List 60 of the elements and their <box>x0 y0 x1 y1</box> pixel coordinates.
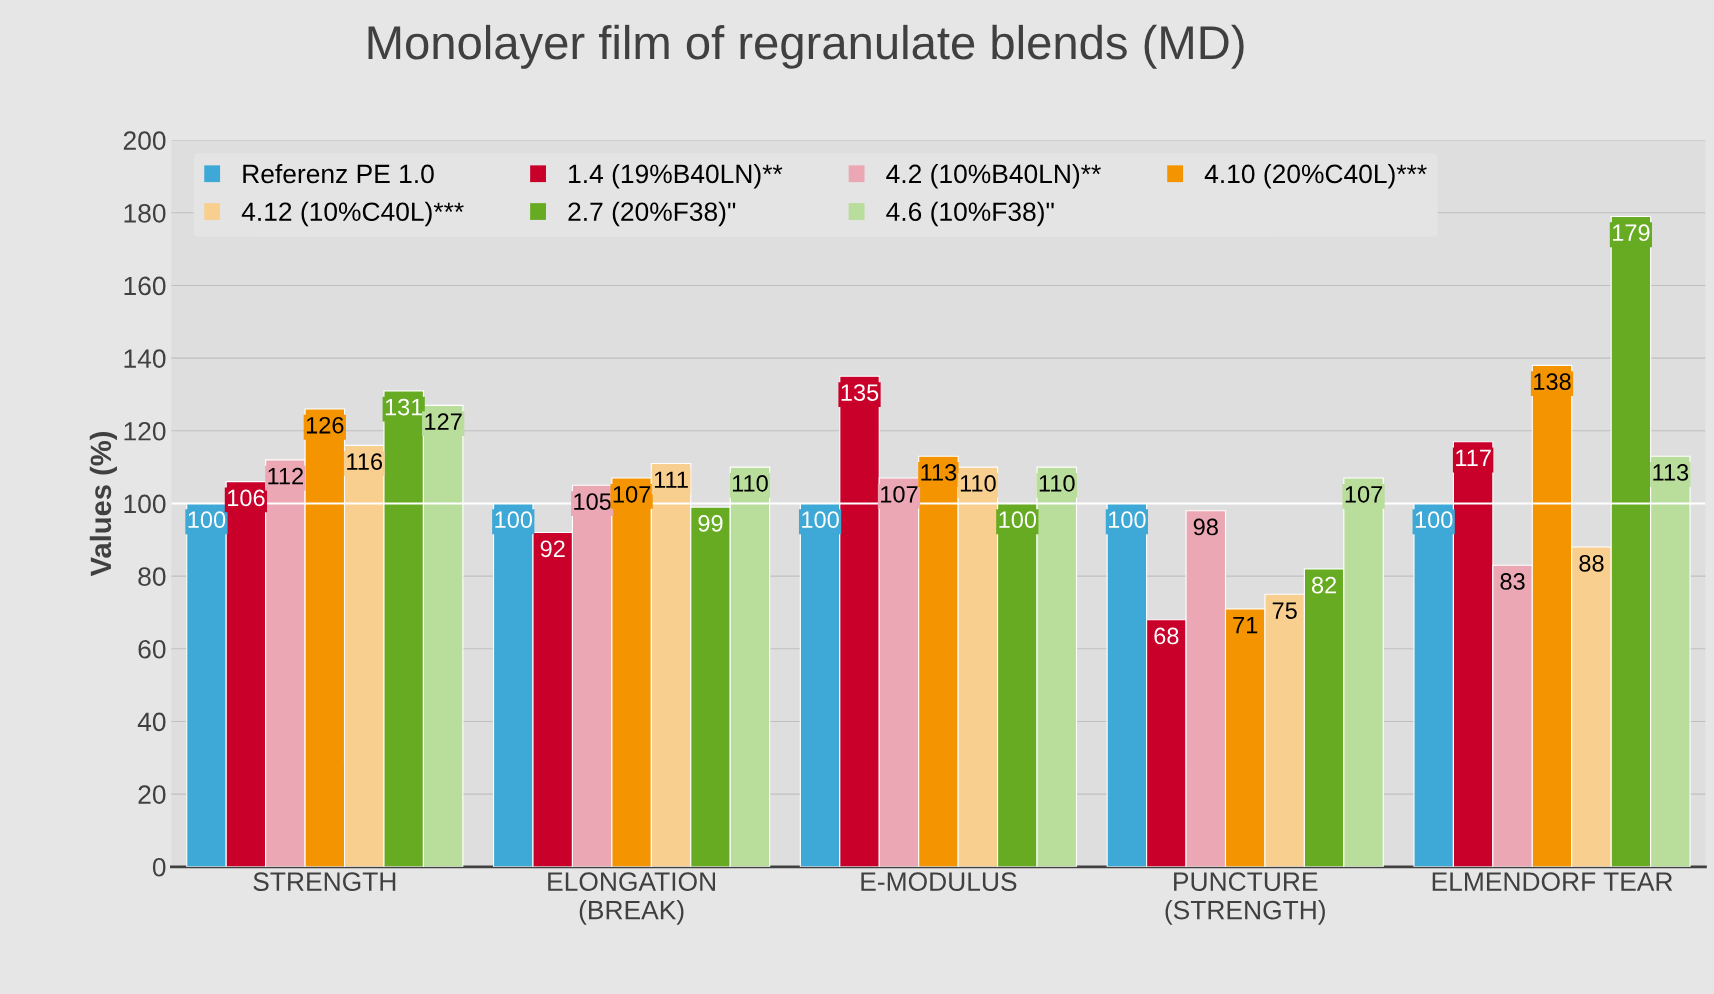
data-label: 105 <box>574 493 611 510</box>
data-label: 116 <box>347 453 383 470</box>
y-tick-label: 140 <box>124 349 166 368</box>
legend-label: 2.7 (20%F38)" <box>568 201 736 227</box>
data-label: 99 <box>698 514 723 532</box>
data-label: 107 <box>613 485 651 503</box>
data-label: 110 <box>732 475 768 492</box>
data-label: 100 <box>1108 511 1146 529</box>
legend-label: 4.6 (10%F38)" <box>886 201 1054 227</box>
data-label: 113 <box>1653 464 1689 481</box>
legend-label: 4.2 (10%B40LN)** <box>886 163 1101 189</box>
data-label: 100 <box>188 511 226 529</box>
y-tick-label: 80 <box>138 567 166 586</box>
y-tick-label: 60 <box>138 639 166 659</box>
x-tick-label: ELONGATION (BREAK) <box>548 872 715 925</box>
data-label: 75 <box>1272 602 1297 619</box>
data-label: 138 <box>1534 373 1571 391</box>
data-label: 100 <box>1415 511 1453 529</box>
data-label: 68 <box>1154 627 1179 645</box>
y-axis-title: Values (%) <box>89 431 117 577</box>
x-tick-label: ELMENDORF TEAR <box>1432 872 1673 892</box>
data-label: 126 <box>306 416 344 434</box>
legend-label: 4.10 (20%C40L)*** <box>1204 163 1427 189</box>
data-label: 131 <box>385 398 423 416</box>
data-label: 107 <box>1345 485 1383 503</box>
data-label: 100 <box>802 511 839 529</box>
data-label: 71 <box>1233 616 1258 634</box>
data-label: 82 <box>1312 576 1337 594</box>
data-label: 92 <box>540 540 565 558</box>
y-tick-label: 120 <box>124 421 166 441</box>
data-label: 100 <box>495 511 533 529</box>
legend-label: 4.12 (10%C40L)*** <box>241 201 464 227</box>
legend-label: Referenz PE 1.0 <box>243 163 434 184</box>
data-label: 113 <box>921 464 957 481</box>
y-tick-label: 0 <box>152 857 166 877</box>
y-tick-label: 160 <box>124 276 166 296</box>
x-tick-label: STRENGTH <box>253 872 396 892</box>
x-tick-label: E-MODULUS <box>861 872 1017 892</box>
data-label: 107 <box>881 485 918 503</box>
data-label: 83 <box>1500 573 1525 590</box>
y-tick-label: 40 <box>137 712 166 732</box>
y-tick-label: 20 <box>138 785 166 804</box>
x-tick-label: PUNCTURE (STRENGTH) <box>1165 872 1325 925</box>
y-tick-label: 180 <box>124 203 166 223</box>
data-label: 135 <box>841 384 879 401</box>
data-label: 110 <box>1039 475 1075 492</box>
data-label: 88 <box>1579 554 1604 572</box>
data-label: 117 <box>1456 449 1491 467</box>
data-label: 179 <box>1613 224 1650 242</box>
data-label: 110 <box>960 475 996 492</box>
chart-title: Monolayer film of regranulate blends (MD) <box>368 24 1244 69</box>
data-label: 112 <box>268 467 303 485</box>
data-label: 111 <box>654 471 688 488</box>
data-label: 100 <box>999 511 1037 529</box>
data-label: 127 <box>425 413 462 430</box>
y-tick-label: 100 <box>124 494 166 514</box>
y-tick-label: 200 <box>123 131 166 150</box>
data-label: 98 <box>1193 518 1218 536</box>
legend-label: 1.4 (19%B40LN)** <box>569 163 783 189</box>
data-label: 106 <box>228 489 265 507</box>
